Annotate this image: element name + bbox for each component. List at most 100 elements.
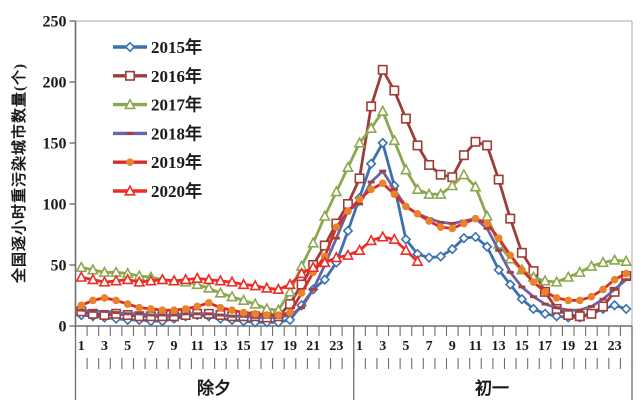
marker-circle	[541, 288, 549, 296]
marker-circle	[413, 209, 422, 218]
marker-diamond	[539, 308, 551, 320]
marker-dash	[541, 302, 549, 306]
marker-diamond	[284, 314, 296, 326]
marker-circle	[378, 179, 387, 188]
marker-dash	[182, 312, 190, 316]
marker-dash	[576, 308, 584, 312]
marker-circle	[112, 296, 120, 305]
x-hour-label: 9	[449, 339, 456, 354]
marker-triangle	[608, 253, 621, 265]
marker-triangle	[191, 271, 204, 284]
marker-triangle	[365, 121, 378, 133]
marker-triangle	[249, 279, 262, 291]
x-hour-label: 19	[283, 339, 297, 354]
marker-square	[87, 308, 98, 319]
marker-triangle	[237, 293, 250, 305]
marker-triangle	[214, 274, 227, 286]
marker-diamond	[551, 310, 562, 322]
marker-triangle	[342, 248, 354, 260]
marker-triangle	[562, 270, 575, 282]
marker-diamond	[609, 299, 620, 311]
x-hour-label: 21	[584, 339, 598, 354]
marker-triangle	[214, 286, 227, 298]
marker-triangle	[434, 187, 447, 199]
marker-circle	[239, 308, 248, 317]
marker-triangle	[226, 275, 238, 287]
marker-triangle	[237, 278, 250, 290]
marker-triangle	[86, 273, 99, 285]
marker-triangle	[318, 256, 331, 268]
marker-triangle	[399, 243, 412, 255]
y-tick-label: 250	[43, 14, 67, 31]
marker-triangle	[342, 160, 354, 172]
marker-dash	[332, 236, 340, 240]
marker-triangle	[307, 236, 320, 248]
marker-triangle	[202, 273, 215, 285]
marker-triangle	[75, 270, 88, 282]
marker-dash	[599, 297, 607, 301]
marker-dash	[495, 248, 503, 252]
marker-triangle	[284, 278, 296, 290]
marker-dash	[529, 295, 537, 299]
marker-triangle	[98, 275, 111, 287]
marker-circle	[216, 303, 225, 312]
marker-circle	[587, 292, 596, 301]
marker-circle	[147, 305, 155, 313]
marker-triangle	[539, 274, 551, 286]
x-hour-label: 1	[78, 339, 85, 354]
legend-item-2017年: 2017年	[113, 95, 202, 115]
marker-triangle	[469, 180, 482, 192]
marker-circle	[529, 278, 538, 286]
marker-triangle	[156, 273, 169, 285]
marker-triangle	[260, 281, 273, 293]
marker-circle	[158, 306, 167, 314]
marker-circle	[181, 305, 190, 313]
legend-label: 2019年	[151, 152, 202, 172]
legend-label: 2015年	[151, 37, 202, 57]
legend-label: 2016年	[151, 66, 202, 86]
marker-diamond	[458, 232, 470, 244]
marker-triangle	[307, 260, 320, 273]
marker-dash	[622, 278, 630, 282]
legend-item-2020年: 2020年	[113, 181, 202, 201]
x-hour-label: 17	[538, 339, 552, 354]
marker-dash	[356, 202, 364, 206]
marker-dash	[100, 309, 108, 313]
marker-circle	[552, 294, 561, 302]
marker-circle	[610, 275, 619, 284]
marker-square	[586, 308, 597, 319]
marker-circle	[193, 302, 202, 311]
marker-triangle	[550, 275, 563, 287]
marker-triangle	[376, 104, 389, 116]
marker-dash	[89, 309, 97, 313]
y-tick-label: 150	[43, 136, 67, 153]
marker-square	[470, 136, 481, 147]
marker-square	[482, 140, 493, 151]
marker-triangle	[388, 134, 401, 146]
marker-circle	[576, 296, 584, 305]
legend-label: 2018年	[151, 123, 202, 143]
marker-dash	[611, 288, 619, 291]
marker-circle	[518, 266, 526, 274]
marker-circle	[483, 219, 491, 228]
marker-circle	[344, 207, 352, 216]
marker-diamond	[446, 243, 458, 255]
marker-square	[598, 301, 609, 312]
marker-square	[366, 101, 377, 112]
marker-dash	[553, 306, 561, 310]
marker-triangle	[457, 168, 470, 180]
marker-dash	[228, 314, 236, 318]
marker-dash	[112, 311, 120, 314]
marker-triangle	[423, 187, 436, 199]
marker-diamond	[377, 137, 389, 149]
marker-triangle	[179, 273, 192, 285]
marker-circle	[100, 294, 109, 302]
marker-diamond	[400, 234, 412, 245]
marker-circle	[89, 296, 97, 305]
marker-dash	[126, 132, 134, 135]
marker-dash	[309, 288, 317, 291]
marker-triangle	[330, 185, 343, 197]
marker-dash	[483, 227, 491, 230]
marker-square	[435, 169, 446, 180]
